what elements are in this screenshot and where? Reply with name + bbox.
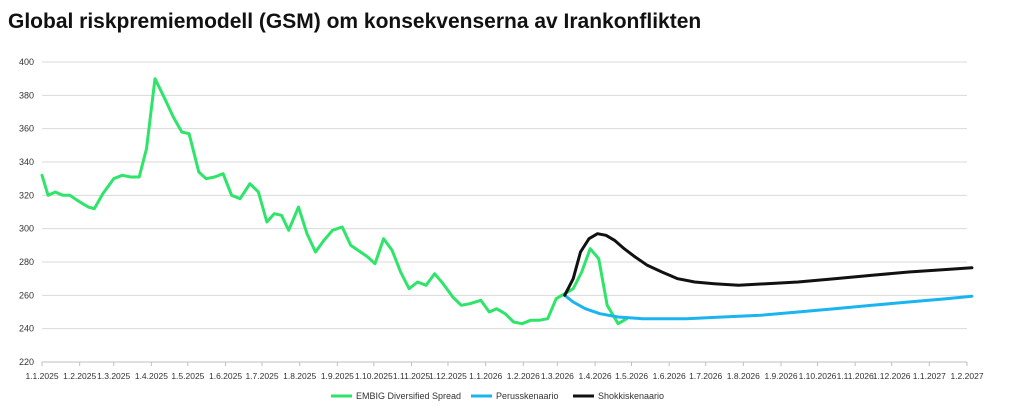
legend-label-1: EMBIG Diversified Spread <box>356 391 461 401</box>
x-tick-label: 1.1.2025 <box>25 371 58 381</box>
x-tick-label: 1.5.2025 <box>171 371 204 381</box>
x-tick-label: 1.8.2025 <box>283 371 316 381</box>
series-line-1 <box>40 77 629 326</box>
legend: EMBIG Diversified Spread Perusskenaario Sh… <box>331 391 664 401</box>
y-tick-label: 400 <box>19 57 34 67</box>
x-tick-label: 1.10.2025 <box>355 371 393 381</box>
x-tick-label: 1.3.2025 <box>97 371 130 381</box>
y-tick-label: 260 <box>19 290 34 300</box>
x-tick-label: 1.10.2026 <box>799 371 837 381</box>
y-tick-label: 320 <box>19 190 34 200</box>
series-line-3 <box>563 232 974 297</box>
x-tick-label: 1.11.2025 <box>393 371 430 381</box>
x-tick-label: 1.5.2026 <box>615 371 648 381</box>
y-tick-label: 340 <box>19 157 34 167</box>
y-tick-label: 300 <box>19 224 34 234</box>
chart-title: Global riskpremiemodell (GSM) om konsekv… <box>8 10 702 33</box>
y-tick-label: 280 <box>19 257 34 267</box>
x-tick-label: 1.2.2026 <box>507 371 540 381</box>
x-tick-label: 1.9.2026 <box>764 371 797 381</box>
x-tick-label: 1.4.2026 <box>579 371 612 381</box>
y-tick-label: 220 <box>19 357 34 367</box>
x-tick-label: 1.8.2026 <box>727 371 760 381</box>
x-tick-label: 1.7.2025 <box>245 371 278 381</box>
series-line-2 <box>563 293 974 321</box>
gridlines <box>42 61 967 363</box>
x-tick-label: 1.12.2026 <box>873 371 911 381</box>
series-lines <box>40 77 974 326</box>
x-tick-label: 1.9.2025 <box>321 371 354 381</box>
x-tick-label: 1.2.2027 <box>950 371 983 381</box>
y-axis-ticks: 220 240 260 280 300 320 340 360 380 400 <box>19 57 34 367</box>
x-tick-label: 1.2.2025 <box>63 371 96 381</box>
x-tick-label: 1.11.2026 <box>837 371 874 381</box>
y-tick-label: 380 <box>19 90 34 100</box>
y-tick-label: 240 <box>19 324 34 334</box>
y-tick-label: 360 <box>19 124 34 134</box>
x-axis: 1.1.2025 1.2.2025 1.3.2025 1.4.2025 1.5.2025… <box>25 361 984 381</box>
legend-label-2: Perusskenaario <box>496 391 559 401</box>
x-tick-label: 1.7.2026 <box>689 371 722 381</box>
x-tick-label: 1.3.2026 <box>541 371 574 381</box>
legend-label-3: Shokkiskenaario <box>598 391 664 401</box>
x-tick-label: 1.4.2025 <box>135 371 168 381</box>
x-tick-label: 1.6.2025 <box>209 371 242 381</box>
x-tick-label: 1.1.2026 <box>469 371 502 381</box>
x-tick-label: 1.6.2026 <box>653 371 686 381</box>
x-tick-label: 1.1.2027 <box>913 371 946 381</box>
x-tick-label: 1.12.2025 <box>429 371 467 381</box>
